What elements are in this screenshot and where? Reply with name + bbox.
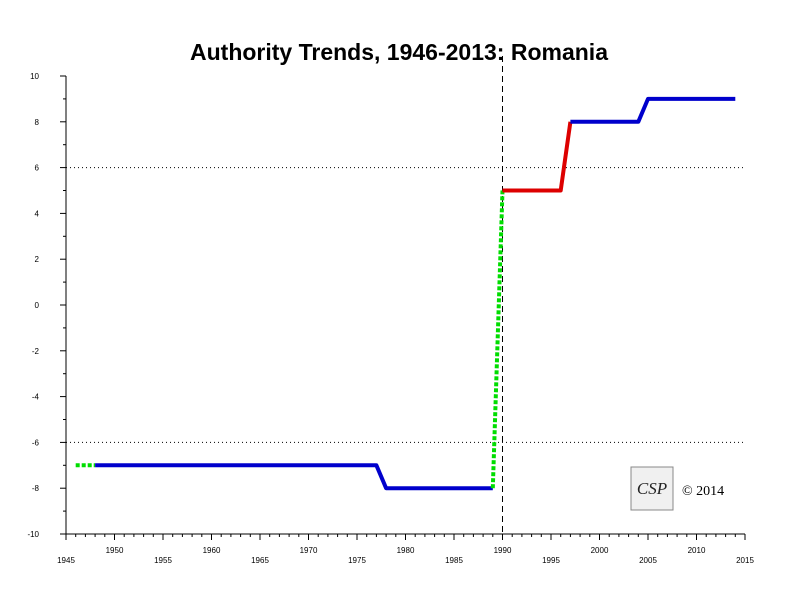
x-tick-label-1945: 1945	[57, 556, 75, 565]
y-tick-label--2: -2	[32, 347, 40, 356]
x-axis-ticks: 1945 1950 1955 1960 1965 1970 1975 1980 1985 1990…	[57, 534, 754, 565]
y-axis-ticks: -10 -8 -6 -4 -2 0 2 4 6 8 10	[27, 72, 66, 539]
x-tick-label-1950: 1950	[106, 546, 124, 555]
series-line-2	[490, 190, 505, 489]
y-tick-label--6: -6	[32, 438, 40, 447]
y-tick-label-10: 10	[30, 72, 39, 81]
x-tick-label-2015: 2015	[736, 556, 754, 565]
series-line-1	[95, 463, 493, 491]
y-tick-label-6: 6	[35, 164, 40, 173]
series-line-4	[570, 96, 736, 124]
series-group	[75, 96, 736, 491]
x-tick-label-2005: 2005	[639, 556, 657, 565]
y-tick-label-2: 2	[35, 255, 40, 264]
x-tick-label-1965: 1965	[251, 556, 269, 565]
plot-area	[66, 76, 745, 534]
x-tick-label-2000: 2000	[591, 546, 609, 555]
x-tick-label-1985: 1985	[445, 556, 463, 565]
x-tick-label-1980: 1980	[397, 546, 415, 555]
x-tick-label-1955: 1955	[154, 556, 172, 565]
series-line-3	[502, 121, 573, 193]
x-tick-label-1975: 1975	[348, 556, 366, 565]
y-tick-label--8: -8	[32, 484, 40, 493]
x-tick-label-2010: 2010	[688, 546, 706, 555]
x-tick-label-1995: 1995	[542, 556, 560, 565]
y-tick-label-8: 8	[35, 118, 40, 127]
csp-logo-box	[630, 466, 674, 511]
x-tick-label-1960: 1960	[203, 546, 221, 555]
reference-lines	[66, 56, 745, 540]
chart-title: Authority Trends, 1946-2013: Romania	[190, 39, 608, 65]
csp-logo-text: CSP	[637, 479, 667, 498]
y-tick-label--4: -4	[32, 393, 40, 402]
x-tick-label-1990: 1990	[494, 546, 512, 555]
copyright-text: © 2014	[682, 484, 724, 499]
y-tick-label-0: 0	[35, 301, 40, 310]
y-tick-label--10: -10	[27, 530, 39, 539]
x-tick-label-1970: 1970	[300, 546, 318, 555]
csp-logo: CSP	[630, 466, 674, 511]
y-tick-label-4: 4	[35, 209, 40, 218]
